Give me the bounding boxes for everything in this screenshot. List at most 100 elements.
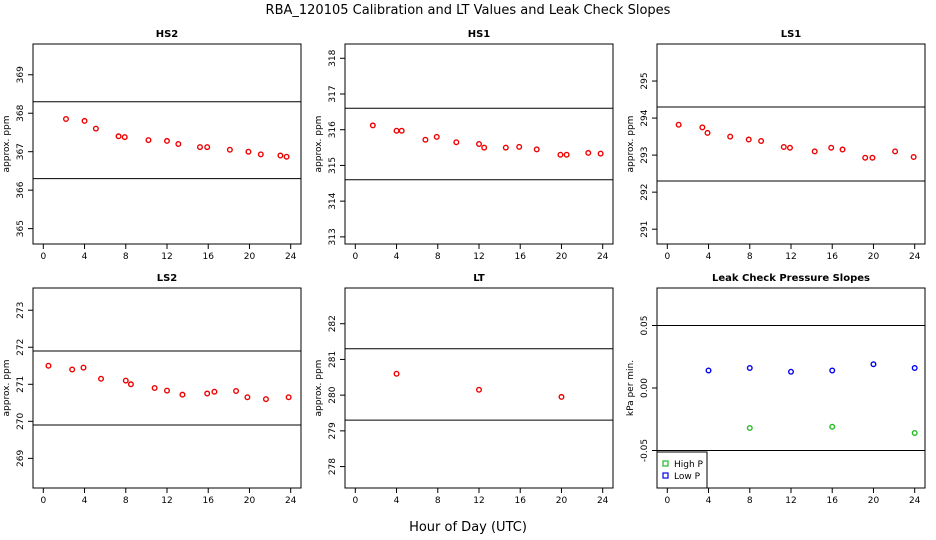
legend-label: Low P	[674, 472, 701, 482]
data-point	[786, 144, 793, 151]
data-point	[727, 133, 734, 140]
x-tick-label: 16	[515, 252, 527, 262]
y-axis-label: approx. ppm	[626, 116, 636, 173]
y-axis-label: approx. ppm	[2, 116, 12, 173]
data-point	[911, 430, 918, 437]
panel-1: HS2 0 4 8 12 16 20 24 365 366 367 368 369 approx. ppm	[2, 29, 302, 262]
y-tick-label: 292	[640, 184, 650, 201]
data-point	[758, 138, 765, 145]
data-point	[453, 139, 460, 146]
data-point	[910, 153, 917, 160]
data-point	[502, 144, 509, 151]
x-tick-label: 0	[664, 496, 670, 506]
y-tick-label: 368	[16, 104, 26, 121]
x-tick-label: 4	[82, 496, 88, 506]
panel-5: LT 0 4 8 12 16 20 24 278 279 280 281 282 approx. ppm	[314, 273, 614, 506]
data-point	[285, 394, 292, 401]
x-tick-label: 20	[868, 252, 880, 262]
x-tick-label: 4	[706, 496, 712, 506]
panel-3: LS1 0 4 8 12 16 20 24 291 292 293 294 295 approx. ppm	[626, 29, 926, 262]
y-tick-label: 270	[16, 412, 26, 429]
data-point	[127, 381, 134, 388]
y-tick-label: 282	[328, 315, 338, 332]
y-tick-label: 272	[16, 339, 26, 356]
y-axis-label: kPa per min.	[626, 360, 636, 416]
panel-title: HS1	[468, 29, 491, 40]
data-point	[257, 151, 264, 158]
data-point	[597, 150, 604, 157]
data-point	[422, 136, 429, 143]
y-tick-label: 367	[16, 143, 26, 160]
data-point	[557, 151, 564, 158]
y-axis-label: approx. ppm	[2, 360, 12, 417]
data-point	[746, 425, 753, 432]
data-point	[476, 386, 483, 393]
data-point	[115, 133, 122, 140]
data-point	[233, 387, 240, 394]
data-point	[262, 396, 269, 403]
data-point	[196, 144, 203, 151]
y-axis-label: approx. ppm	[314, 360, 324, 417]
data-point	[745, 136, 752, 143]
x-tick-label: 0	[352, 496, 358, 506]
y-tick-label: 273	[16, 302, 26, 319]
data-point	[163, 387, 170, 394]
plot-frame	[344, 43, 614, 245]
x-tick-label: 0	[664, 252, 670, 262]
x-tick-label: 0	[40, 252, 46, 262]
data-point	[393, 370, 400, 377]
legend-label: High P	[674, 460, 704, 470]
y-tick-label: 313	[328, 228, 338, 245]
data-point	[563, 151, 570, 158]
data-point	[163, 137, 170, 144]
x-tick-label: 12	[785, 496, 796, 506]
x-tick-label: 20	[556, 252, 568, 262]
data-point	[245, 148, 252, 155]
data-point	[533, 146, 540, 153]
y-tick-label: 269	[16, 450, 26, 467]
x-tick-label: 12	[161, 252, 172, 262]
y-tick-label: 0.00	[640, 378, 650, 398]
data-point	[226, 146, 233, 153]
data-point	[277, 152, 284, 159]
figure-title: RBA_120105 Calibration and LT Values and…	[266, 3, 671, 18]
data-point	[204, 390, 211, 397]
data-point	[45, 362, 52, 369]
data-point	[829, 367, 836, 374]
x-tick-label: 20	[556, 496, 568, 506]
y-tick-label: 365	[16, 220, 26, 237]
data-point	[145, 137, 152, 144]
figure-xlabel: Hour of Day (UTC)	[409, 520, 527, 535]
panels: HS2 0 4 8 12 16 20 24 365 366 367 368 369 approx. ppm…	[2, 29, 926, 506]
x-tick-label: 8	[747, 496, 753, 506]
data-point	[829, 423, 836, 430]
y-tick-label: 294	[640, 109, 650, 126]
data-point	[81, 117, 88, 124]
y-tick-label: 0.05	[640, 315, 650, 335]
x-tick-label: 0	[352, 252, 358, 262]
legend-box	[656, 451, 708, 489]
plot-frame	[32, 43, 302, 245]
data-point	[69, 366, 76, 373]
data-point	[705, 367, 712, 374]
x-tick-label: 8	[123, 496, 129, 506]
data-point	[788, 368, 795, 375]
y-tick-label: 281	[328, 351, 338, 368]
x-tick-label: 8	[435, 496, 441, 506]
y-tick-label: 279	[328, 422, 338, 439]
data-point	[828, 144, 835, 151]
y-tick-label: 271	[16, 376, 26, 393]
y-tick-label: 280	[328, 386, 338, 403]
data-point	[558, 393, 565, 400]
data-point	[211, 388, 218, 395]
y-tick-label: 315	[328, 157, 338, 174]
x-tick-label: 24	[285, 496, 297, 506]
data-point	[80, 364, 87, 371]
x-tick-label: 20	[244, 496, 256, 506]
data-point	[283, 153, 290, 160]
y-axis-label: approx. ppm	[314, 116, 324, 173]
data-point	[585, 149, 592, 156]
y-tick-label: 366	[16, 181, 26, 198]
panel-title: HS2	[156, 29, 179, 40]
